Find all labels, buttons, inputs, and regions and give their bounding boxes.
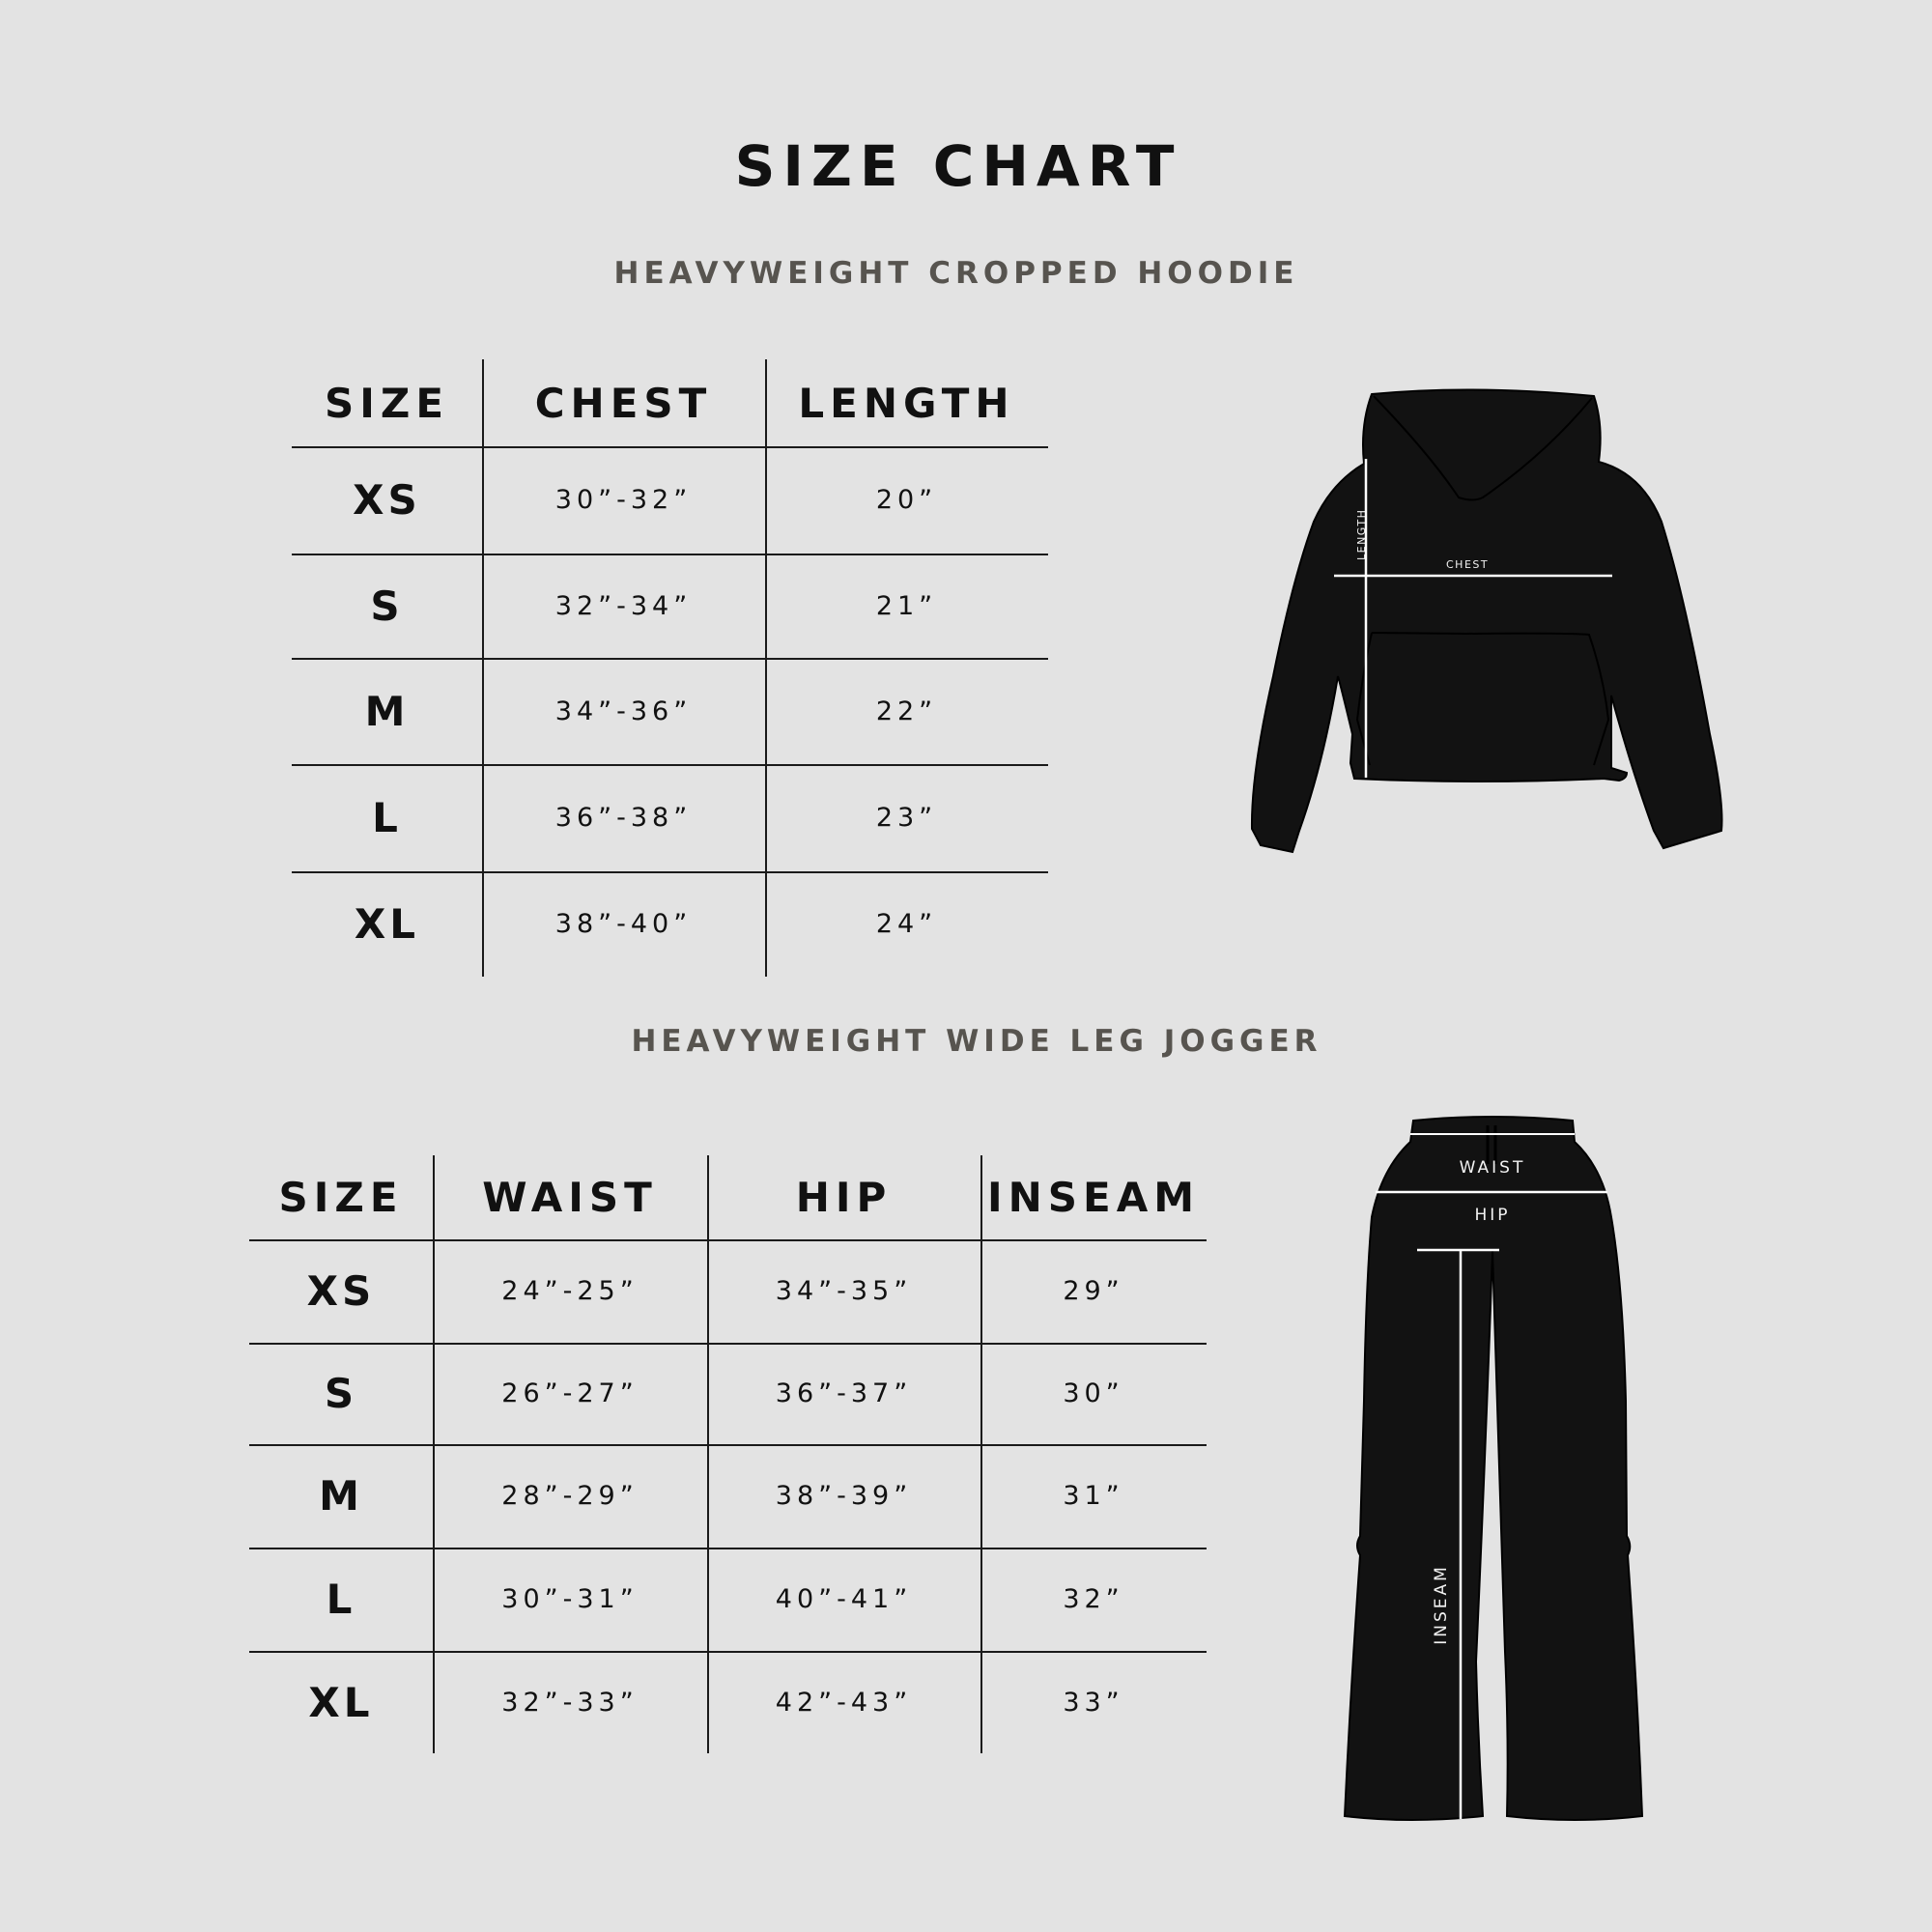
table-cell: 31”	[1063, 1481, 1124, 1511]
column-header-size: SIZE	[278, 1174, 404, 1221]
table-cell: 24”	[875, 909, 938, 939]
column-divider	[433, 1155, 435, 1753]
table-cell: 24”-25”	[501, 1276, 639, 1306]
hip-label: HIP	[1474, 1206, 1510, 1225]
column-header-size: SIZE	[324, 379, 450, 427]
hoodie-diagram: CHEST LENGTH	[1250, 388, 1723, 854]
waist-label: WAIST	[1460, 1158, 1526, 1178]
length-label: LENGTH	[1355, 509, 1368, 560]
table-cell: 34”-36”	[554, 696, 693, 726]
table-cell: 32”-33”	[501, 1687, 639, 1718]
table-cell: 28”-29”	[501, 1481, 639, 1511]
table-cell: 30”-31”	[501, 1584, 639, 1614]
table-cell: 34”-35”	[775, 1276, 913, 1306]
column-header-inseam: INSEAM	[986, 1174, 1201, 1221]
column-divider	[707, 1155, 709, 1753]
column-divider	[482, 359, 484, 977]
row-divider	[292, 446, 1048, 448]
jogger-illustration	[1343, 1116, 1644, 1821]
table-cell: 21”	[875, 590, 938, 621]
column-header-hip: HIP	[795, 1174, 893, 1221]
page-title: SIZE CHART	[734, 133, 1182, 199]
table-cell: 36”-38”	[554, 803, 693, 833]
jogger-subtitle: HEAVYWEIGHT WIDE LEG JOGGER	[631, 1024, 1322, 1059]
row-divider	[249, 1444, 1207, 1446]
size-label: XS	[306, 1267, 376, 1315]
size-label: S	[324, 1370, 358, 1417]
column-header-waist: WAIST	[482, 1174, 658, 1221]
column-header-length: LENGTH	[798, 379, 1015, 427]
table-cell: 42”-43”	[775, 1687, 913, 1718]
size-label: M	[364, 687, 410, 735]
hoodie-illustration	[1250, 388, 1723, 854]
table-cell: 36”-37”	[775, 1378, 913, 1408]
table-cell: 30”	[1063, 1378, 1124, 1408]
table-cell: 20”	[875, 485, 938, 515]
table-cell: 38”-40”	[554, 909, 693, 939]
column-header-chest: CHEST	[534, 379, 713, 427]
size-label: XS	[353, 476, 421, 524]
row-divider	[249, 1548, 1207, 1549]
row-divider	[249, 1239, 1207, 1241]
table-cell: 29”	[1063, 1276, 1124, 1306]
table-cell: 30”-32”	[554, 485, 693, 515]
row-divider	[292, 658, 1048, 660]
table-cell: 23”	[875, 803, 938, 833]
jogger-diagram: WAIST HIP INSEAM	[1343, 1116, 1644, 1821]
size-label: XL	[354, 900, 420, 948]
table-cell: 40”-41”	[775, 1584, 913, 1614]
inseam-label: INSEAM	[1432, 1564, 1451, 1645]
row-divider	[249, 1343, 1207, 1345]
table-cell: 32”-34”	[554, 590, 693, 621]
table-cell: 33”	[1063, 1687, 1124, 1718]
row-divider	[292, 764, 1048, 766]
table-cell: 26”-27”	[501, 1378, 639, 1408]
hoodie-subtitle: HEAVYWEIGHT CROPPED HOODIE	[613, 256, 1299, 291]
row-divider	[292, 554, 1048, 555]
table-cell: 32”	[1063, 1584, 1124, 1614]
column-divider	[980, 1155, 982, 1753]
size-label: XL	[308, 1678, 374, 1726]
size-label: L	[326, 1576, 356, 1623]
row-divider	[249, 1651, 1207, 1653]
size-label: L	[372, 794, 402, 841]
table-cell: 38”-39”	[775, 1481, 913, 1511]
chest-label: CHEST	[1446, 558, 1489, 571]
size-label: M	[319, 1472, 363, 1520]
table-cell: 22”	[875, 696, 938, 726]
column-divider	[765, 359, 767, 977]
row-divider	[292, 871, 1048, 873]
size-label: S	[370, 582, 404, 630]
